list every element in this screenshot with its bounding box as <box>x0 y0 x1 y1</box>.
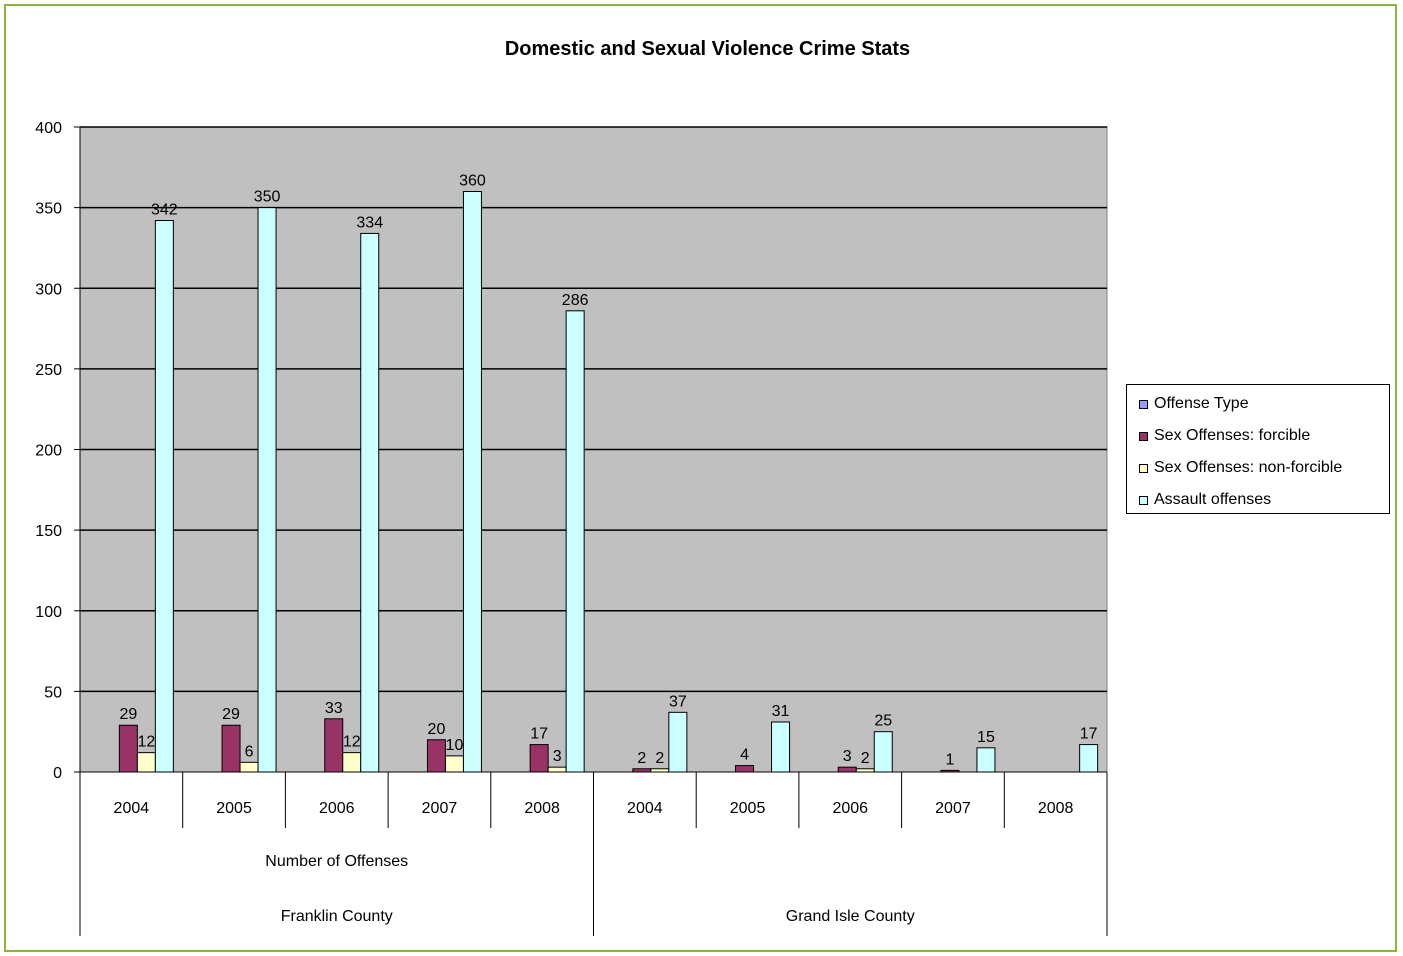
x-category-label: 2006 <box>832 800 868 817</box>
data-label: 286 <box>562 292 589 309</box>
data-label: 3 <box>843 748 852 765</box>
data-label: 2 <box>637 750 646 767</box>
x-category-label: 2004 <box>114 800 150 817</box>
bar <box>735 765 755 773</box>
data-label: 25 <box>874 713 892 730</box>
x-category-label: 2005 <box>216 800 252 817</box>
bar <box>771 721 791 773</box>
bar <box>650 768 670 773</box>
data-label: 15 <box>977 729 995 746</box>
bar <box>855 768 875 773</box>
bar <box>118 724 138 773</box>
bar <box>547 766 567 773</box>
data-label: 1 <box>945 751 954 768</box>
legend-swatch <box>1139 399 1148 409</box>
x-category-label: 2008 <box>524 800 560 817</box>
chart-title: Domestic and Sexual Violence Crime Stats <box>504 38 911 60</box>
y-tick-label: 150 <box>35 523 62 540</box>
x-group-label: Franklin County <box>281 908 393 925</box>
bar <box>632 768 652 773</box>
legend-swatch <box>1139 495 1148 505</box>
bar <box>342 752 362 773</box>
bar <box>837 766 857 773</box>
data-label: 3 <box>553 748 562 765</box>
bar <box>976 747 996 773</box>
bar <box>668 711 688 773</box>
data-label: 10 <box>446 737 464 754</box>
y-tick-label: 50 <box>44 684 62 701</box>
data-label: 33 <box>325 700 343 717</box>
data-label: 350 <box>254 189 281 206</box>
y-tick-label: 400 <box>35 120 62 137</box>
x-category-label: 2006 <box>319 800 355 817</box>
data-label: 360 <box>459 173 486 190</box>
x-group-label: Grand Isle County <box>786 908 915 925</box>
data-label: 342 <box>151 202 178 219</box>
y-tick-label: 250 <box>35 362 62 379</box>
x-category-label: 2007 <box>422 800 458 817</box>
legend-swatch <box>1139 463 1148 473</box>
data-label: 2 <box>655 750 664 767</box>
bar <box>221 724 241 773</box>
data-label: 29 <box>222 706 240 723</box>
legend-item: Assault offenses <box>1139 491 1271 509</box>
bar <box>462 191 482 773</box>
data-label: 2 <box>861 750 870 767</box>
legend-label: Offense Type <box>1154 395 1249 412</box>
y-tick-label: 300 <box>35 281 62 298</box>
legend-label: Sex Offenses: forcible <box>1154 427 1311 444</box>
x-category-label: 2004 <box>627 800 663 817</box>
y-tick-label: 350 <box>35 201 62 218</box>
bar <box>529 744 549 773</box>
data-label: 17 <box>530 726 548 743</box>
bar <box>154 220 174 773</box>
bar <box>257 207 277 773</box>
bar <box>239 761 259 773</box>
data-label: 6 <box>245 743 254 760</box>
x-category-label: 2008 <box>1038 800 1074 817</box>
bar <box>136 752 156 773</box>
bar <box>444 755 464 773</box>
y-tick-label: 0 <box>53 765 62 782</box>
x-category-label: 2005 <box>730 800 766 817</box>
bar <box>940 769 960 773</box>
legend-label: Assault offenses <box>1154 491 1272 508</box>
data-label: 334 <box>356 214 383 231</box>
data-label: 37 <box>669 693 687 710</box>
bar <box>426 739 446 773</box>
bar <box>360 232 380 773</box>
legend-item: Sex Offenses: non-forcible <box>1139 459 1342 477</box>
legend-item: Sex Offenses: forcible <box>1139 427 1310 445</box>
data-label: 31 <box>772 703 790 720</box>
x-category-label: 2007 <box>935 800 971 817</box>
bar <box>324 718 344 773</box>
data-label: 29 <box>119 706 137 723</box>
data-label: 17 <box>1080 726 1098 743</box>
y-tick-label: 200 <box>35 443 62 460</box>
bar <box>1079 744 1099 773</box>
data-label: 12 <box>343 734 361 751</box>
bar <box>565 310 585 773</box>
legend-item: Offense Type <box>1139 395 1249 413</box>
data-label: 4 <box>740 747 749 764</box>
legend-label: Sex Offenses: non-forcible <box>1154 459 1343 476</box>
y-tick-label: 100 <box>35 604 62 621</box>
data-label: 20 <box>428 721 446 738</box>
data-label: 12 <box>137 734 155 751</box>
bar <box>873 731 893 773</box>
x-group-sublabel: Number of Offenses <box>265 853 408 870</box>
legend-swatch <box>1139 431 1148 441</box>
legend: Offense Type Sex Offenses: forcible Sex Of… <box>1126 384 1390 514</box>
